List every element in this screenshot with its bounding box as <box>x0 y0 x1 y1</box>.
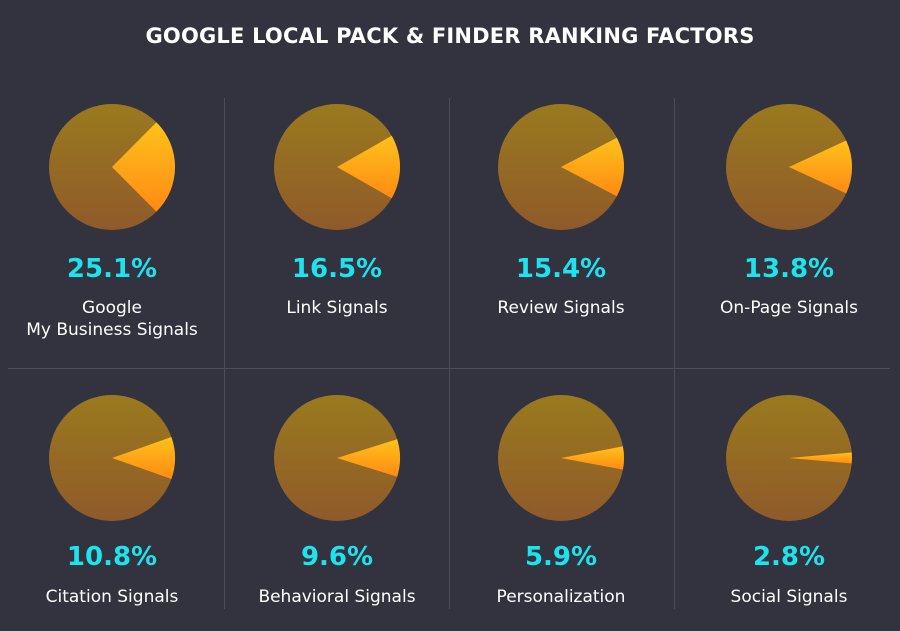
factor-label: Personalization <box>449 586 673 608</box>
factor-label-line: Link Signals <box>286 298 388 318</box>
factor-value: 13.8% <box>743 254 835 284</box>
factor-value: 9.6% <box>300 542 374 572</box>
factor-label: Link Signals <box>225 297 449 319</box>
horizontal-divider <box>8 368 890 369</box>
factor-label: Behavioral Signals <box>225 586 449 608</box>
factor-label-line: Review Signals <box>497 298 625 318</box>
factor-label-line: On-Page Signals <box>720 298 858 318</box>
pie-slice <box>112 122 175 212</box>
factor-label: Social Signals <box>677 586 900 608</box>
pie-slice <box>789 452 852 464</box>
pie-chart <box>49 104 175 230</box>
factor-label: On-Page Signals <box>677 297 900 319</box>
factor-label-line: Social Signals <box>730 587 848 607</box>
factor-label: Google My Business Signals <box>0 297 224 341</box>
vertical-divider <box>224 98 225 368</box>
pie-slice <box>337 135 400 199</box>
pie-slice <box>789 140 852 194</box>
pie-chart <box>49 395 175 521</box>
pie-slice <box>112 437 175 479</box>
vertical-divider <box>674 369 675 609</box>
chart-title: GOOGLE LOCAL PACK & FINDER RANKING FACTO… <box>145 24 755 48</box>
factor-label-line: Citation Signals <box>45 587 179 607</box>
factor-value: 25.1% <box>66 254 158 284</box>
factor-label: Review Signals <box>449 297 673 319</box>
pie-slice <box>561 446 624 470</box>
pie-slice <box>337 439 400 477</box>
pie-chart <box>498 104 624 230</box>
pie-chart <box>498 395 624 521</box>
factor-value: 2.8% <box>752 542 826 572</box>
factor-value: 15.4% <box>515 254 607 284</box>
factor-value: 10.8% <box>66 542 158 572</box>
factor-value: 5.9% <box>524 542 598 572</box>
vertical-divider <box>449 369 450 609</box>
pie-slice <box>561 137 624 197</box>
factor-value: 16.5% <box>291 254 383 284</box>
factor-label-line: My Business Signals <box>26 320 198 340</box>
vertical-divider <box>224 369 225 609</box>
factor-label-line: Google <box>82 298 142 318</box>
factor-label-line: Personalization <box>496 587 626 607</box>
pie-chart <box>726 104 852 230</box>
factor-label: Citation Signals <box>0 586 224 608</box>
pie-chart <box>274 104 400 230</box>
vertical-divider <box>674 98 675 368</box>
factor-label-line: Behavioral Signals <box>258 587 416 607</box>
vertical-divider <box>449 98 450 368</box>
pie-chart <box>726 395 852 521</box>
pie-chart <box>274 395 400 521</box>
